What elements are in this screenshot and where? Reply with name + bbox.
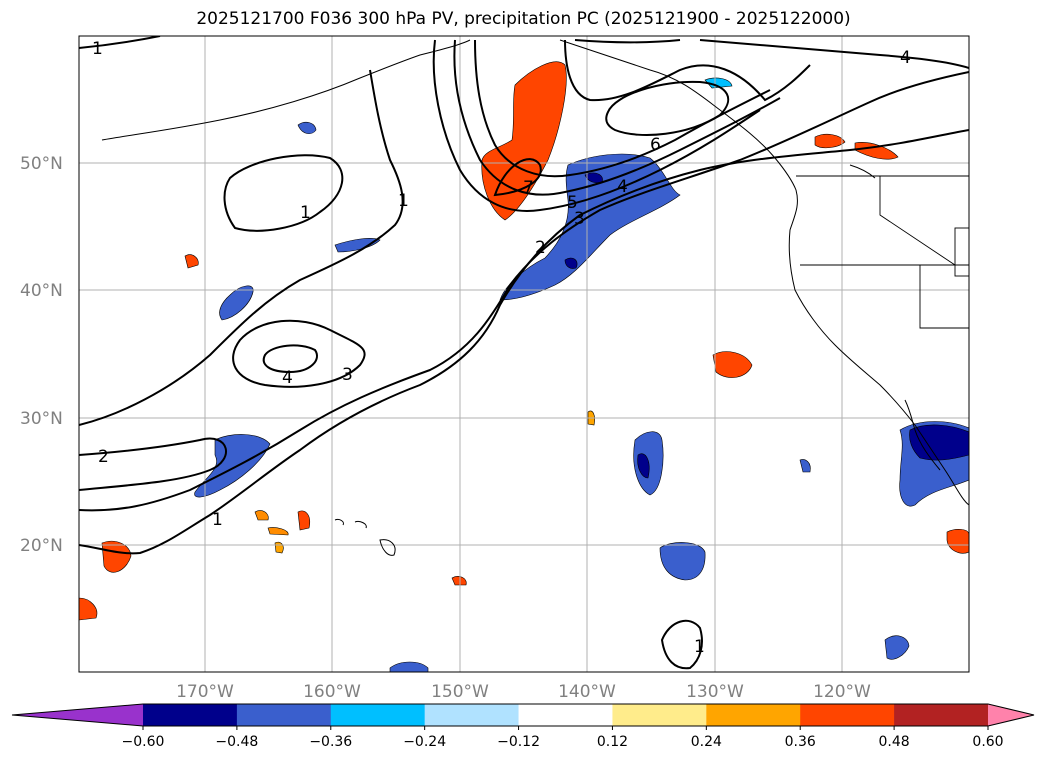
colorbar-segment	[143, 704, 238, 726]
colorbar-tick-label: 0.48	[879, 734, 910, 750]
colorbar-tick-label: −0.48	[215, 734, 258, 750]
colorbar-extend-high	[988, 704, 1034, 726]
colorbar-segment	[424, 704, 520, 726]
colorbar-tick-label: 0.36	[785, 734, 816, 750]
colorbar-segment	[894, 704, 989, 726]
colorbar-segment	[612, 704, 707, 726]
contour-label: 1	[694, 637, 705, 657]
lon-label-160w: 160°W	[303, 682, 361, 702]
chart-title: 2025121700 F036 300 hPa PV, precipitatio…	[196, 9, 851, 29]
contour-label: 3	[342, 365, 353, 385]
colorbar: −0.60 −0.48 −0.36 −0.24 −0.12 0.12 0.24 0.36 0.4…	[11, 703, 1035, 750]
country-borders	[796, 175, 969, 329]
grid-lines	[79, 36, 969, 672]
lon-label-120w: 120°W	[813, 682, 871, 702]
lat-label-40n: 40°N	[20, 281, 63, 301]
colorbar-segment	[330, 704, 426, 726]
contour-label: 1	[92, 39, 103, 59]
contour-label: 1	[398, 191, 409, 211]
colorbar-tick-label: −0.24	[403, 734, 446, 750]
contour-label: 2	[535, 238, 546, 258]
lon-label-150w: 150°W	[431, 682, 489, 702]
colorbar-segment	[706, 704, 801, 726]
pv-contour-labels: 1 1 1 4 3 2 1 7 5 3 4 2 6 4 1	[92, 39, 911, 657]
latitude-labels: 50°N 40°N 30°N 20°N	[20, 154, 63, 556]
map-frame	[78, 35, 970, 673]
colorbar-segment	[800, 704, 895, 726]
lat-label-20n: 20°N	[20, 536, 63, 556]
pv-contours	[79, 36, 969, 670]
contour-label: 1	[300, 203, 311, 223]
colorbar-tick-label: −0.12	[497, 734, 540, 750]
contour-label: 1	[212, 510, 223, 530]
colorbar-tick-label: −0.60	[122, 734, 165, 750]
colorbar-segment	[236, 704, 332, 726]
lat-label-50n: 50°N	[20, 154, 63, 174]
lat-label-30n: 30°N	[20, 409, 63, 429]
longitude-labels: 170°W 160°W 150°W 140°W 130°W 120°W	[176, 682, 871, 702]
coastlines	[101, 39, 969, 556]
lon-label-140w: 140°W	[558, 682, 616, 702]
lon-label-130w: 130°W	[686, 682, 744, 702]
contour-label: 3	[574, 209, 585, 229]
contour-label: 6	[650, 135, 661, 155]
colorbar-extend-low	[12, 704, 143, 726]
lon-label-170w: 170°W	[176, 682, 234, 702]
contour-label: 4	[617, 177, 628, 197]
colorbar-segment	[518, 704, 613, 726]
colorbar-tick-label: 0.24	[691, 734, 722, 750]
contour-label: 2	[98, 447, 109, 467]
contour-label: 7	[523, 178, 534, 198]
colorbar-tick-label: 0.12	[597, 734, 628, 750]
contour-label: 4	[282, 368, 293, 388]
colorbar-tick-label: −0.36	[309, 734, 352, 750]
contour-label: 4	[900, 48, 911, 68]
contour-label: 5	[567, 193, 578, 213]
colorbar-tick-label: 0.60	[972, 734, 1003, 750]
